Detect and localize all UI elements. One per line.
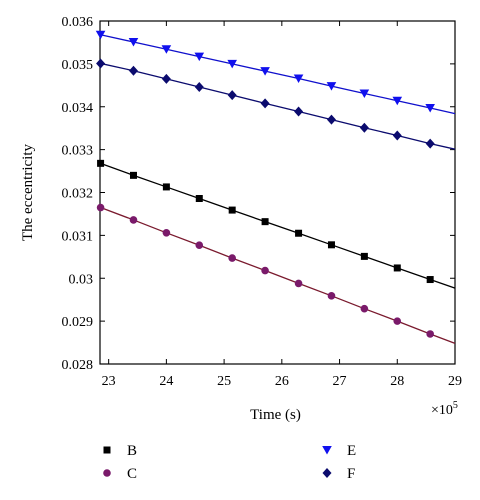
y-axis-title: The eccentricity xyxy=(20,143,36,241)
series-f-point xyxy=(161,73,171,84)
legend-e-marker xyxy=(322,446,332,455)
series-b-point xyxy=(360,252,368,260)
series-b-point xyxy=(228,206,236,214)
plot-frame xyxy=(99,20,456,365)
series-f-point xyxy=(392,130,402,141)
x-tick-label: 23 xyxy=(102,374,116,389)
series-e-point xyxy=(128,38,139,47)
legend-f: F xyxy=(322,466,355,482)
y-tick-label: 0.032 xyxy=(62,187,94,202)
series-e-point xyxy=(95,30,106,40)
x-tick-label: 27 xyxy=(333,374,347,389)
legend-b: B xyxy=(103,443,137,459)
axis-ticks: 23 24 25 26 27 28 29 0.028 0.029 0.03 0.031 0.032 0.… xyxy=(62,15,463,389)
series-b-point xyxy=(426,276,434,284)
series-f-point xyxy=(359,122,369,133)
series-f-point xyxy=(194,82,204,93)
series-b-point xyxy=(261,218,269,226)
x-axis-multiplier-exponent: 5 xyxy=(453,400,458,411)
series-e-point xyxy=(260,67,270,76)
legend-b-label: B xyxy=(127,443,137,459)
series-e-point xyxy=(293,74,304,83)
series-b-point xyxy=(97,159,105,167)
series-c-line xyxy=(100,206,456,345)
series-b-point xyxy=(129,171,137,179)
series-c-point xyxy=(228,254,236,262)
series-f-point xyxy=(326,114,336,125)
series-f-point xyxy=(227,90,237,101)
series-c-point xyxy=(96,203,105,212)
series-b-point xyxy=(162,183,170,191)
legend-e: E xyxy=(322,443,356,459)
series-c-point xyxy=(195,241,204,250)
legend: BC EF xyxy=(103,443,356,482)
y-tick-label: 0.034 xyxy=(62,101,94,116)
series-f-point xyxy=(260,98,270,109)
series-b-point xyxy=(195,195,203,203)
y-tick-label: 0.036 xyxy=(62,15,94,30)
legend-b-marker xyxy=(103,446,111,454)
series-e-point xyxy=(359,89,370,98)
x-tick-label: 28 xyxy=(390,374,404,389)
series-f-line xyxy=(100,62,456,150)
series-c-point xyxy=(360,304,369,313)
series-f-point xyxy=(96,58,106,69)
series-b-point xyxy=(393,264,401,272)
series-c-point xyxy=(162,229,171,237)
series-c-point xyxy=(261,266,269,275)
x-axis-title: Time (s) xyxy=(250,407,301,423)
series-f-point xyxy=(294,106,304,117)
x-axis-multiplier: ×105 xyxy=(431,400,458,418)
series-lines xyxy=(100,34,456,345)
legend-e-label: E xyxy=(347,443,356,459)
y-tick-label: 0.029 xyxy=(62,315,94,330)
x-tick-label: 24 xyxy=(159,374,173,389)
series-b-line xyxy=(100,162,456,289)
legend-f-marker xyxy=(322,468,332,478)
x-tick-label: 26 xyxy=(275,374,289,389)
series-e-point xyxy=(326,82,337,91)
y-tick-label: 0.031 xyxy=(62,229,94,244)
series-c-point xyxy=(327,292,336,300)
series-e-point xyxy=(425,104,435,113)
series-c-point xyxy=(393,317,402,325)
series-e-point xyxy=(227,59,237,69)
series-b-point xyxy=(295,229,303,237)
x-axis-multiplier-base: ×10 xyxy=(431,403,453,418)
series-e-line xyxy=(100,34,456,115)
series-c-point xyxy=(294,279,303,288)
plot-area: 23 24 25 26 27 28 29 0.028 0.029 0.03 0.031 0.032 0.… xyxy=(62,15,463,389)
x-tick-label: 25 xyxy=(217,374,231,389)
legend-c-label: C xyxy=(127,466,137,482)
legend-c-marker xyxy=(103,469,111,477)
y-tick-label: 0.035 xyxy=(62,58,94,73)
series-e-point xyxy=(161,45,172,54)
series-e-point xyxy=(392,96,403,106)
legend-c: C xyxy=(103,466,137,482)
series-markers xyxy=(95,30,435,338)
y-tick-label: 0.033 xyxy=(62,144,94,159)
series-f-point xyxy=(128,65,138,76)
series-f-point xyxy=(425,138,435,149)
y-tick-label: 0.03 xyxy=(69,272,94,287)
series-b-point xyxy=(327,241,335,249)
series-c-point xyxy=(426,330,434,338)
legend-f-label: F xyxy=(347,466,355,482)
y-tick-label: 0.028 xyxy=(62,358,94,373)
series-e-point xyxy=(194,52,205,62)
series-c-point xyxy=(129,216,138,224)
x-tick-label: 29 xyxy=(448,374,462,389)
